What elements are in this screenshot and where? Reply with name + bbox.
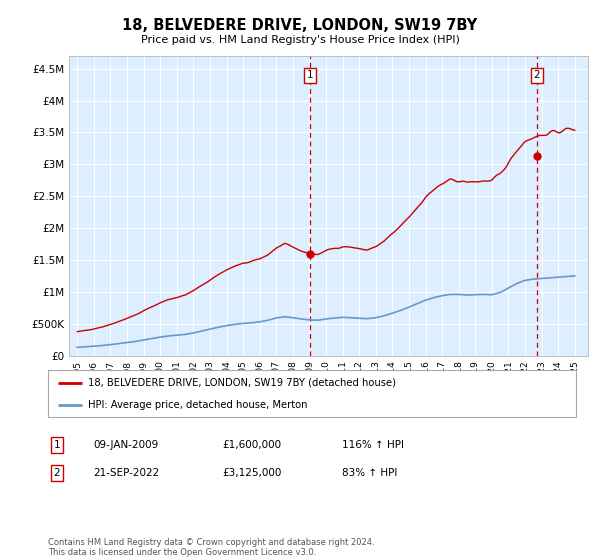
Text: 21-SEP-2022: 21-SEP-2022 <box>93 468 159 478</box>
Text: 09-JAN-2009: 09-JAN-2009 <box>93 440 158 450</box>
Text: 1: 1 <box>53 440 61 450</box>
Text: Contains HM Land Registry data © Crown copyright and database right 2024.
This d: Contains HM Land Registry data © Crown c… <box>48 538 374 557</box>
Text: Price paid vs. HM Land Registry's House Price Index (HPI): Price paid vs. HM Land Registry's House … <box>140 35 460 45</box>
Text: 1: 1 <box>307 71 313 81</box>
Text: 18, BELVEDERE DRIVE, LONDON, SW19 7BY: 18, BELVEDERE DRIVE, LONDON, SW19 7BY <box>122 18 478 32</box>
Text: 2: 2 <box>533 71 540 81</box>
Text: £3,125,000: £3,125,000 <box>222 468 281 478</box>
Text: 83% ↑ HPI: 83% ↑ HPI <box>342 468 397 478</box>
Text: HPI: Average price, detached house, Merton: HPI: Average price, detached house, Mert… <box>88 400 307 410</box>
Text: 18, BELVEDERE DRIVE, LONDON, SW19 7BY (detached house): 18, BELVEDERE DRIVE, LONDON, SW19 7BY (d… <box>88 378 395 388</box>
Text: £1,600,000: £1,600,000 <box>222 440 281 450</box>
Text: 2: 2 <box>53 468 61 478</box>
Text: 116% ↑ HPI: 116% ↑ HPI <box>342 440 404 450</box>
